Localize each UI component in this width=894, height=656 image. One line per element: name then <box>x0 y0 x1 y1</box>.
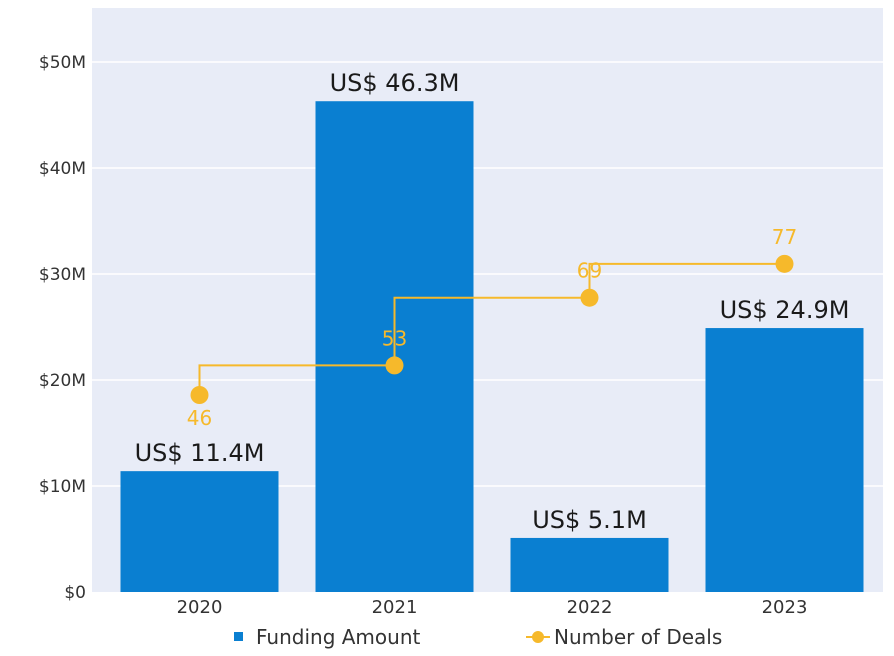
funding-bar <box>510 537 669 592</box>
y-tick-label: $30M <box>39 265 86 285</box>
x-tick-label: 2020 <box>177 597 223 618</box>
deals-marker <box>580 288 599 307</box>
legend-swatch-deals-marker <box>532 631 544 643</box>
y-tick-label: $40M <box>39 159 86 179</box>
y-axis-ticks: $0 $10M $20M $30M $40M $50M <box>39 53 86 603</box>
y-tick-label: $10M <box>39 477 86 497</box>
deals-value-label: 53 <box>382 326 407 350</box>
legend-swatch-funding <box>234 632 243 641</box>
deals-value-label: 46 <box>187 406 212 430</box>
y-tick-label: $0 <box>64 583 86 603</box>
deals-marker <box>190 386 209 404</box>
legend-label-funding: Funding Amount <box>256 625 420 649</box>
funding-bar-labels: US$ 11.4M US$ 46.3M US$ 5.1M US$ 24.9M <box>135 69 850 534</box>
funding-bar-label: US$ 46.3M <box>330 69 460 97</box>
funding-bar <box>120 471 279 592</box>
deals-value-label: 69 <box>577 259 602 283</box>
y-tick-label: $20M <box>39 371 86 391</box>
x-axis-ticks: 2020 2021 2022 2023 <box>177 597 808 618</box>
legend: Funding Amount Number of Deals <box>234 625 722 649</box>
deals-marker <box>385 356 404 375</box>
x-tick-label: 2023 <box>762 597 808 618</box>
funding-bar-label: US$ 5.1M <box>532 506 647 534</box>
y-tick-label: $50M <box>39 53 86 73</box>
funding-bar-label: US$ 11.4M <box>135 439 265 467</box>
deals-marker <box>775 254 794 273</box>
deals-step-line <box>198 262 785 395</box>
deals-line-layer: 46 53 69 77 <box>187 225 797 430</box>
deals-value-label: 77 <box>772 225 797 249</box>
x-tick-label: 2021 <box>372 597 418 618</box>
funding-bar <box>705 328 864 592</box>
funding-bar-label: US$ 24.9M <box>720 296 850 324</box>
x-tick-label: 2022 <box>567 597 613 618</box>
legend-label-deals: Number of Deals <box>554 625 722 649</box>
